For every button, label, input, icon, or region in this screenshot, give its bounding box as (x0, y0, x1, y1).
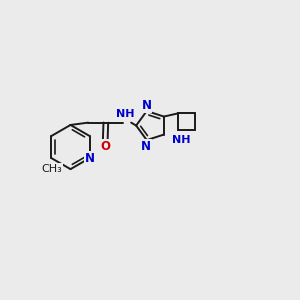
Text: CH₃: CH₃ (41, 164, 62, 174)
Text: O: O (100, 140, 110, 153)
Text: NH: NH (172, 135, 190, 146)
Text: N: N (141, 140, 151, 153)
Text: NH: NH (116, 109, 134, 119)
Text: N: N (85, 152, 95, 165)
Text: N: N (141, 99, 152, 112)
